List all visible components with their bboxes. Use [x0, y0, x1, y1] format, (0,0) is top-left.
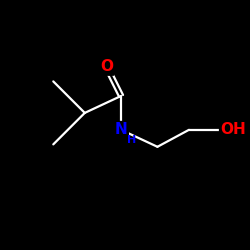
Text: O: O — [100, 59, 113, 74]
Text: H: H — [127, 135, 136, 145]
Text: N: N — [115, 122, 128, 137]
Text: OH: OH — [220, 122, 246, 137]
